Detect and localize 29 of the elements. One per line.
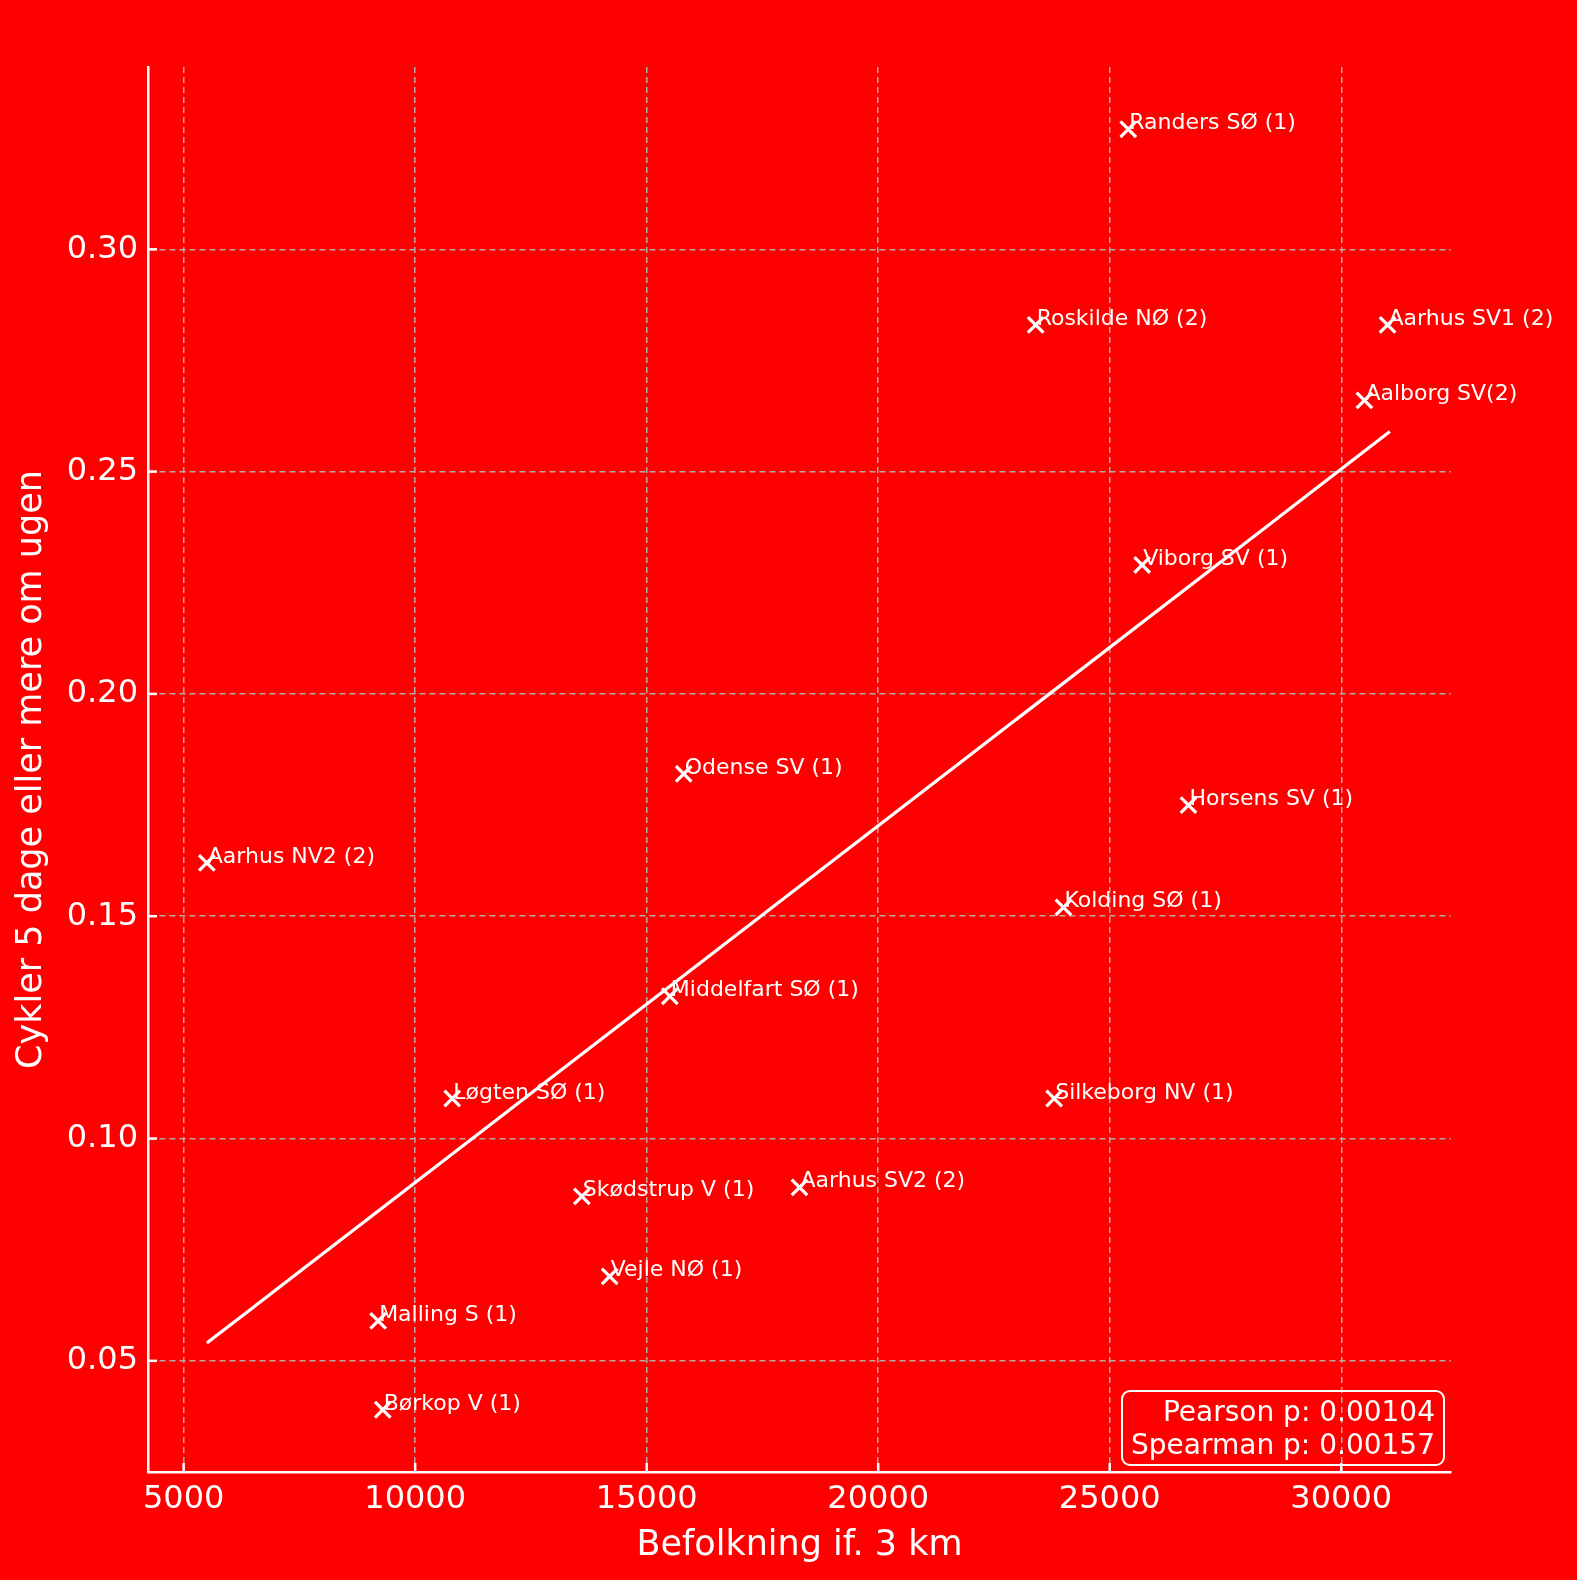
x-tick-label: 30000	[1290, 1477, 1393, 1516]
x-axis-title: Befolkning if. 3 km	[636, 1523, 963, 1564]
annotation: Kolding SØ (1)	[1064, 887, 1222, 913]
annotation: Pearson p: 0.00104	[1161, 1395, 1435, 1428]
x-tick-label: 20000	[827, 1477, 930, 1516]
y-tick-label: 0.15	[66, 894, 138, 933]
x-tick-label: 5000	[142, 1477, 225, 1516]
annotation: Middelfart SØ (1)	[670, 976, 859, 1002]
y-tick-label: 0.30	[66, 227, 138, 266]
note-box: Pearson p: 0.00104 Spearman p: 0.00157	[1121, 1390, 1445, 1466]
y-axis-title: Cykler 5 dage eller mere om ugen	[9, 470, 50, 1069]
annotation: Aarhus NV2 (2)	[207, 842, 376, 868]
y-tick-label: 0.25	[66, 449, 138, 488]
annotation: Aalborg SV(2)	[1365, 380, 1518, 406]
annotation: Vejle NØ (1)	[610, 1256, 743, 1282]
annotation: Spearman p: 0.00157	[1131, 1428, 1435, 1461]
x-tick-label: 10000	[364, 1477, 467, 1516]
annotation: Aarhus SV1 (2)	[1388, 304, 1554, 330]
annotation: Aarhus SV2 (2)	[800, 1167, 966, 1193]
annotation: Randers SØ (1)	[1129, 109, 1296, 135]
y-tick-label: 0.10	[66, 1116, 138, 1155]
y-tick-label: 0.05	[66, 1339, 138, 1378]
x-tick-label: 25000	[1058, 1477, 1161, 1516]
annotation: Skødstrup V (1)	[582, 1176, 755, 1202]
annotation: Horsens SV (1)	[1189, 785, 1354, 811]
annotation: Odense SV (1)	[684, 753, 843, 779]
x-tick-label: 15000	[595, 1477, 698, 1516]
y-tick-label: 0.20	[66, 672, 138, 711]
annotation: Roskilde NØ (2)	[1036, 304, 1208, 330]
